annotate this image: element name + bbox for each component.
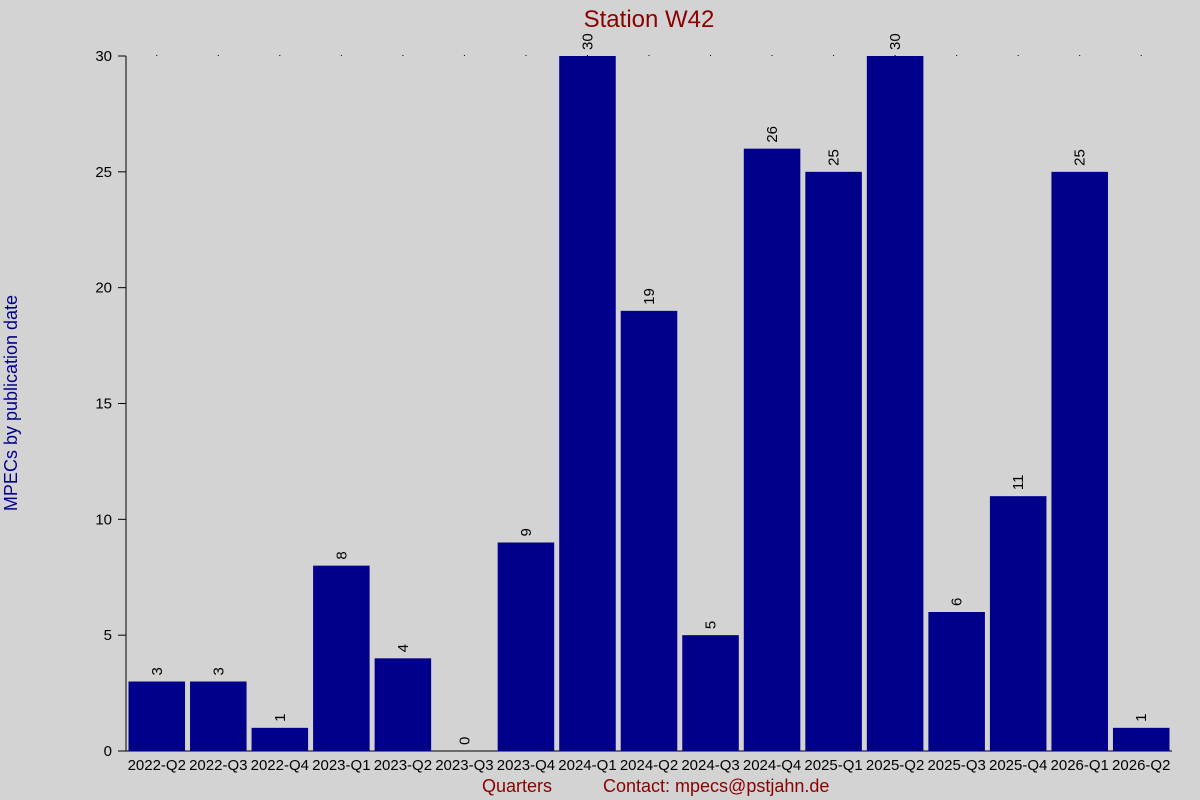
bar (743, 148, 801, 751)
x-tick-label: 2023-Q4 (497, 757, 555, 774)
value-label: 11 (1010, 475, 1027, 491)
top-tick-dot (771, 55, 773, 56)
value-label: 1 (1133, 713, 1150, 721)
bar (559, 56, 616, 751)
contact-label: Contact: mpecs@pstjahn.de (603, 776, 829, 796)
bar (620, 310, 678, 751)
top-tick-dot (956, 55, 958, 56)
value-label: 19 (641, 288, 658, 305)
top-tick-dot (340, 55, 342, 56)
bar (1112, 727, 1170, 751)
value-label: 30 (579, 33, 596, 50)
x-tick-label: 2023-Q1 (312, 757, 370, 774)
plot-area: 05101520253032022-Q232022-Q312022-Q48202… (95, 33, 1172, 774)
x-tick-label: 2025-Q2 (866, 757, 924, 774)
x-tick-label: 2022-Q4 (251, 757, 309, 774)
y-tick-label: 15 (95, 396, 112, 413)
value-label: 9 (518, 528, 535, 536)
top-tick-dot (217, 55, 219, 56)
value-label: 5 (703, 621, 720, 629)
x-tick-label: 2025-Q4 (989, 757, 1047, 774)
value-label: 25 (1072, 149, 1089, 166)
top-tick-dot (1140, 55, 1142, 56)
y-tick-label: 0 (104, 743, 112, 760)
value-label: 26 (764, 126, 781, 143)
bar (805, 171, 862, 752)
value-label: 30 (887, 33, 904, 50)
x-tick-label: 2024-Q2 (620, 757, 678, 774)
bar (374, 658, 432, 751)
bar (682, 635, 739, 751)
bar (190, 681, 247, 751)
x-tick-label: 2024-Q4 (743, 757, 801, 774)
bar (989, 496, 1047, 751)
top-tick-dot (1017, 55, 1019, 56)
value-label: 3 (210, 667, 227, 675)
y-tick-label: 5 (104, 627, 112, 644)
top-tick-dot (279, 55, 281, 56)
x-tick-label: 2023-Q2 (374, 757, 432, 774)
x-tick-label: 2024-Q3 (681, 757, 739, 774)
top-tick-dot (463, 55, 465, 56)
top-tick-dot (402, 55, 404, 56)
y-tick-label: 20 (95, 280, 112, 297)
y-tick-label: 25 (95, 164, 112, 181)
value-label: 8 (333, 551, 350, 559)
x-tick-label: 2026-Q1 (1051, 757, 1109, 774)
value-label: 3 (149, 667, 166, 675)
bar (313, 565, 370, 751)
top-tick-dot (710, 55, 712, 56)
top-tick-dot (586, 55, 588, 56)
value-label: 0 (456, 737, 473, 745)
value-label: 6 (949, 598, 966, 606)
chart-title: Station W42 (584, 6, 715, 33)
bar (128, 681, 186, 751)
y-tick-label: 10 (95, 511, 112, 528)
bar (497, 542, 555, 751)
x-tick-label: 2022-Q2 (128, 757, 186, 774)
top-tick-dot (648, 55, 650, 56)
x-tick-label: 2023-Q3 (435, 757, 493, 774)
top-tick-dot (894, 55, 896, 56)
bar (251, 727, 309, 751)
bar (866, 56, 924, 751)
value-label: 4 (395, 644, 412, 652)
top-tick-dot (1079, 55, 1081, 56)
x-tick-label: 2025-Q1 (804, 757, 862, 774)
x-tick-label: 2025-Q3 (927, 757, 985, 774)
x-tick-label: 2026-Q2 (1112, 757, 1170, 774)
x-tick-label: 2024-Q1 (558, 757, 616, 774)
y-axis-label: MPECs by publication date (1, 295, 21, 511)
value-label: 1 (272, 713, 289, 721)
x-axis-label: Quarters (482, 776, 552, 796)
bar (1051, 171, 1108, 752)
top-tick-dot (525, 55, 527, 56)
top-tick-dot (833, 55, 835, 56)
top-tick-dot (156, 55, 158, 56)
y-tick-label: 30 (95, 48, 112, 65)
bar (928, 612, 985, 751)
value-label: 25 (826, 149, 843, 166)
x-tick-label: 2022-Q3 (189, 757, 247, 774)
